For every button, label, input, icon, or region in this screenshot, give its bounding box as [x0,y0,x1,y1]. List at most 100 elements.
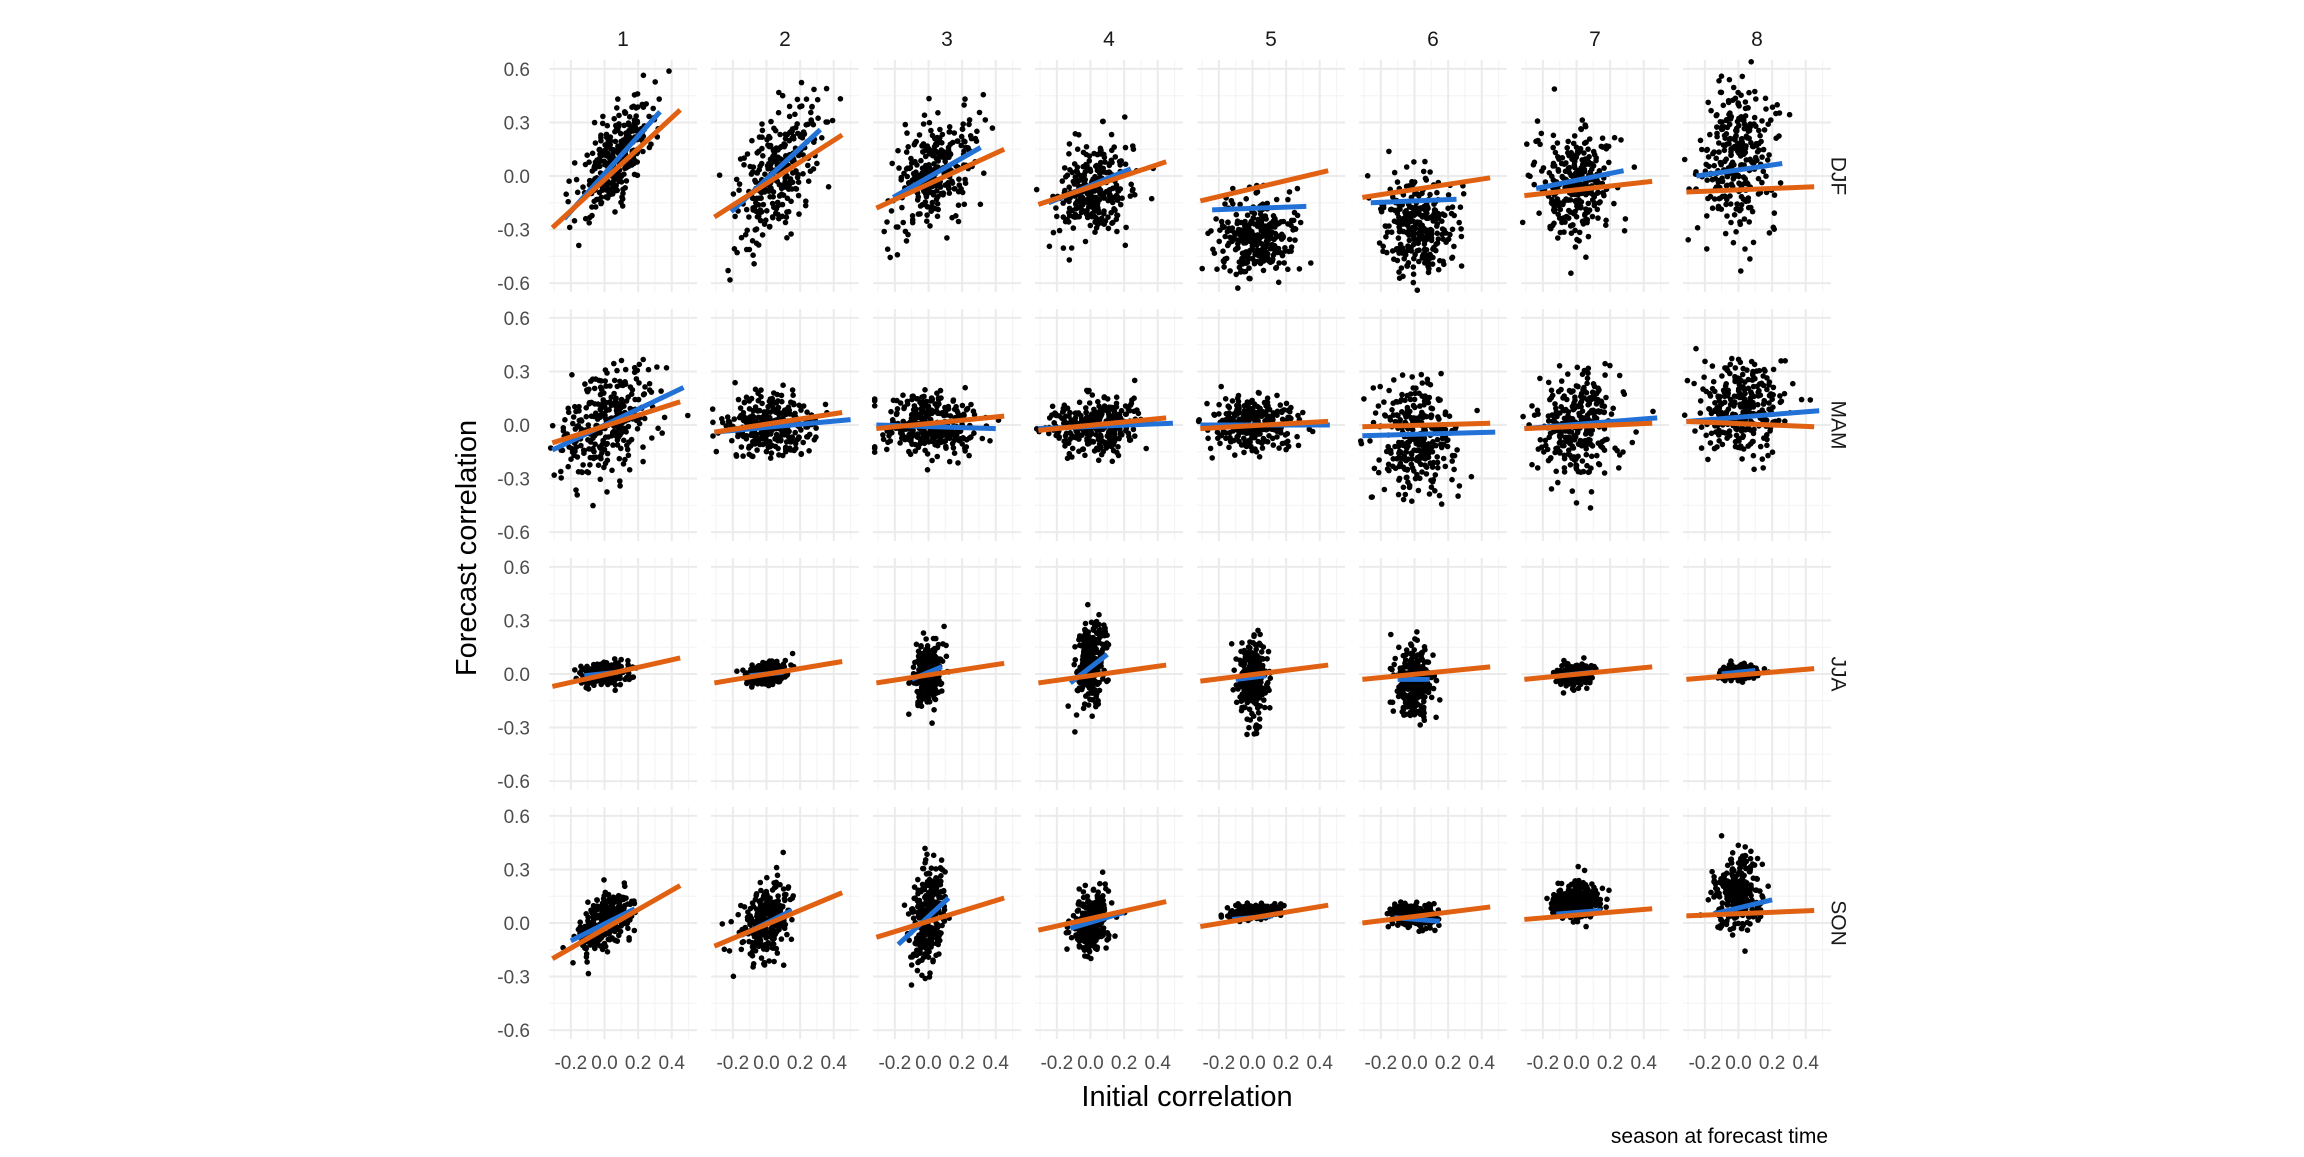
scatter-point [799,451,805,457]
scatter-point [931,192,937,198]
scatter-point [1554,414,1560,420]
scatter-point [1606,160,1612,166]
scatter-point [600,411,606,417]
scatter-point [798,427,804,433]
scatter-point [1252,261,1258,267]
scatter-point [768,455,774,461]
scatter-point [586,422,592,428]
scatter-point [1296,443,1302,449]
scatter-point [804,96,810,102]
scatter-point [741,162,747,168]
scatter-point [604,489,610,495]
scatter-point [1425,380,1431,386]
scatter-point [749,396,755,402]
scatter-point [1217,432,1223,438]
scatter-point [1230,225,1236,231]
scatter-point [776,110,782,116]
scatter-point [1602,404,1608,410]
scatter-point [916,445,922,451]
scatter-point [584,469,590,475]
scatter-point [1209,455,1215,461]
scatter-point [600,121,606,127]
scatter-point [585,437,591,443]
scatter-point [1761,367,1767,373]
scatter-point [1430,214,1436,220]
scatter-point [604,442,610,448]
scatter-point [1063,433,1069,439]
scatter-point [1567,388,1573,394]
scatter-point [1429,238,1435,244]
scatter-point [617,456,623,462]
scatter-point [1238,259,1244,265]
scatter-point [1075,198,1081,204]
scatter-point [625,447,631,453]
scatter-point [1421,235,1427,241]
scatter-point [913,139,919,145]
scatter-point [808,168,814,174]
scatter-point [1396,455,1402,461]
scatter-point [1109,132,1115,138]
scatter-point [1706,164,1712,170]
scatter-point [591,456,597,462]
scatter-point [621,123,627,129]
scatter-point [939,140,945,146]
scatter-point [729,438,735,444]
scatter-point [1084,429,1090,435]
scatter-point [742,400,748,406]
scatter-point [814,161,820,167]
scatter-point [1575,150,1581,156]
scatter-point [949,432,955,438]
scatter-point [617,432,623,438]
scatter-point [1553,469,1559,475]
scatter-point [1101,195,1107,201]
scatter-point [563,191,569,197]
scatter-point [1450,227,1456,233]
scatter-point [1079,210,1085,216]
scatter-point [1272,243,1278,249]
scatter-point [1585,402,1591,408]
scatter-point [1242,417,1248,423]
scatter-point [990,125,996,131]
scatter-point [1459,234,1465,240]
scatter-point [1555,480,1561,486]
scatter-point [1770,104,1776,110]
scatter-point [1230,201,1236,207]
scatter-point [1571,445,1577,451]
scatter-point [611,361,617,367]
scatter-point [1760,456,1766,462]
scatter-point [1768,117,1774,123]
scatter-point [1401,497,1407,503]
scatter-point [1705,100,1711,106]
scatter-point [1520,220,1526,226]
scatter-point [1396,235,1402,241]
scatter-point [1435,414,1441,420]
scatter-point [1579,169,1585,175]
scatter-point [1108,405,1114,411]
scatter-point [780,453,786,459]
scatter-point [1633,429,1639,435]
scatter-point [1281,260,1287,266]
scatter-point [1740,74,1746,80]
scatter-point [640,459,646,465]
scatter-point [1435,437,1441,443]
scatter-point [1594,453,1600,459]
scatter-point [589,213,595,219]
scatter-point [584,414,590,420]
scatter-point [749,138,755,144]
scatter-point [736,397,742,403]
scatter-point [1584,463,1590,469]
scatter-point [884,447,890,453]
scatter-point [1429,413,1435,419]
facet-panels [548,59,1831,1039]
scatter-point [1106,432,1112,438]
scatter-point [585,389,591,395]
scatter-point [894,224,900,230]
scatter-point [1434,190,1440,196]
scatter-point [977,110,983,116]
scatter-point [1557,155,1563,161]
scatter-point [1420,214,1426,220]
scatter-point [1550,393,1556,399]
scatter-point [1405,467,1411,473]
scatter-point [1720,442,1726,448]
scatter-point [1588,505,1594,511]
